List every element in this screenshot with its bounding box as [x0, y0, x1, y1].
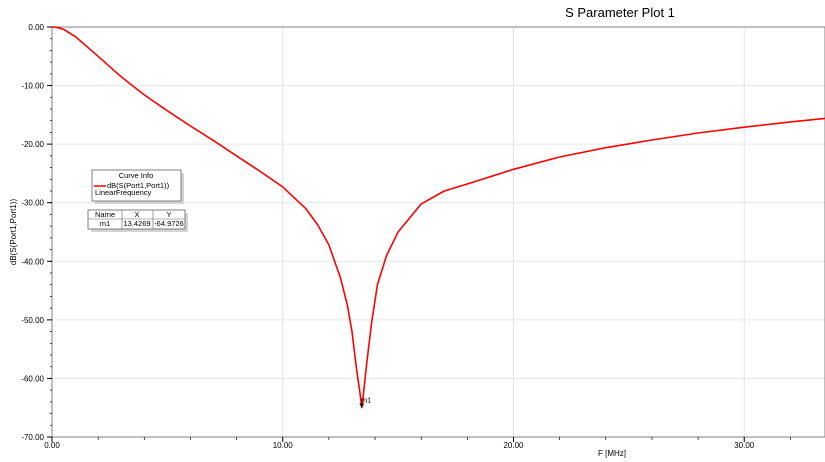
marker-layer: m1 — [359, 396, 371, 408]
marker-table-header: X — [134, 210, 139, 219]
y-tick-label: 0.00 — [28, 23, 44, 32]
marker-table-header: Y — [166, 210, 171, 219]
marker-table-cell: m1 — [100, 219, 110, 228]
chart-title: S Parameter Plot 1 — [565, 5, 675, 20]
y-tick-label: -70.00 — [21, 433, 44, 442]
marker-table-cell: -64.9726 — [154, 219, 184, 228]
marker-table[interactable]: Name X Y m1 13.4269 -64.9726 — [87, 209, 188, 232]
x-axis-label: F [MHz] — [598, 449, 626, 458]
y-tick-label: -40.00 — [21, 257, 44, 266]
axis-ticks — [47, 26, 791, 442]
legend-title: Curve Info — [119, 171, 154, 180]
series-layer — [51, 26, 825, 409]
legend-entry-sublabel: LinearFrequency — [95, 188, 152, 197]
legend-entry-label: dB(S(Port1,Port1)) — [107, 181, 170, 190]
x-tick-label: 10.00 — [273, 441, 294, 450]
legend[interactable]: Curve Info dB(S(Port1,Port1)) LinearFreq… — [91, 169, 184, 204]
plot-area — [51, 26, 825, 438]
tick-labels: 0.00 -10.00 -20.00 -30.00 -40.00 -50.00 -60.00… — [21, 23, 754, 450]
marker-m1-icon — [359, 403, 365, 408]
y-tick-label: -60.00 — [21, 374, 44, 383]
marker-table-cell: 13.4269 — [123, 219, 150, 228]
legend-box — [91, 169, 182, 202]
marker-table-header: Name — [95, 210, 115, 219]
y-tick-label: -10.00 — [21, 82, 44, 91]
x-tick-label: 30.00 — [734, 441, 755, 450]
y-tick-label: -50.00 — [21, 316, 44, 325]
marker-label: m1 — [361, 396, 371, 405]
y-tick-label: -30.00 — [21, 199, 44, 208]
x-tick-label: 20.00 — [503, 441, 524, 450]
y-axis-label: dB(S(Port1,Port1)) — [9, 199, 18, 266]
series-line — [51, 26, 825, 409]
x-tick-label: 0.00 — [44, 441, 60, 450]
marker-table-box — [87, 209, 186, 230]
y-tick-label: -20.00 — [21, 140, 44, 149]
